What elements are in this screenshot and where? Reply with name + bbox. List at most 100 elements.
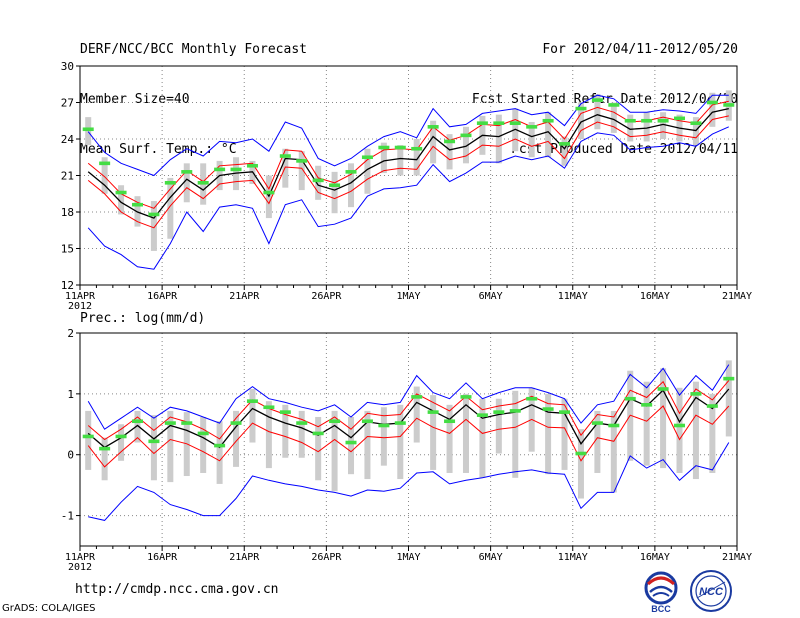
- temp-range-bar: [348, 163, 355, 208]
- temp-observed-mark: [723, 103, 735, 107]
- prec-range-bar: [545, 393, 552, 475]
- prec-observed-mark: [706, 404, 718, 408]
- temp-observed-mark: [361, 155, 373, 160]
- temp-ytick-label: 15: [61, 243, 74, 256]
- prec-range-bar: [479, 398, 486, 478]
- prec-observed-mark: [329, 419, 341, 424]
- prec-observed-mark: [345, 440, 357, 445]
- prec-observed-mark: [214, 443, 226, 448]
- prec-range-bar: [495, 398, 502, 454]
- temp-observed-mark: [99, 161, 111, 166]
- prec-range-bar: [364, 410, 371, 480]
- prec-range-bar: [216, 421, 223, 484]
- prec-range-bar: [298, 410, 305, 458]
- prec-observed-mark: [657, 387, 669, 391]
- temp-inner-spread-lower-line: [87, 115, 729, 229]
- prec-ytick-label: 1: [67, 388, 74, 401]
- prec-range-bar: [348, 416, 355, 475]
- temp-observed-mark: [115, 190, 127, 195]
- temp-observed-mark: [509, 121, 521, 125]
- temp-range-bar: [183, 163, 190, 203]
- temp-range-bar: [430, 120, 437, 164]
- prec-xtick-label: 26APR: [311, 552, 342, 563]
- temp-range-bar: [298, 151, 305, 191]
- bcc-logo: BCC: [644, 571, 678, 614]
- prec-range-bar: [249, 388, 256, 443]
- temp-xtick-label: 16MAY: [640, 291, 670, 302]
- header-period: For 2012/04/11-2012/05/20: [542, 42, 738, 57]
- prec-observed-mark: [131, 419, 143, 424]
- temp-observed-mark: [706, 100, 718, 105]
- prec-range-bar: [233, 410, 240, 467]
- temp-observed-mark: [427, 125, 439, 129]
- prec-range-bar: [692, 381, 699, 480]
- prec-observed-mark: [296, 421, 308, 425]
- temp-outer-envelope-lower-line: [87, 126, 730, 270]
- prec-observed-mark: [361, 419, 373, 424]
- prec-observed-mark: [164, 421, 176, 425]
- ncc-logo: NCC: [690, 570, 732, 612]
- temp-observed-mark: [476, 121, 488, 125]
- prec-observed-mark: [608, 423, 620, 428]
- temp-observed-mark: [493, 121, 505, 125]
- temp-xtick-label: 16APR: [147, 291, 178, 302]
- temp-observed-mark: [657, 118, 669, 123]
- prec-observed-mark: [197, 431, 209, 436]
- prec-observed-mark: [99, 446, 111, 451]
- temp-ytick-label: 24: [61, 133, 75, 146]
- temp-range-bar: [577, 102, 584, 139]
- prec-observed-mark: [394, 421, 406, 425]
- temp-range-bar: [561, 136, 568, 166]
- temp-observed-mark: [591, 98, 603, 102]
- temp-xtick-label: 11MAY: [558, 291, 588, 302]
- temp-observed-mark: [690, 121, 702, 125]
- prec-panel: -1 0 1 2 11APR 16APR 21APR 26APR 1MAY 6MAY 11MAY 16…: [61, 311, 752, 573]
- prec-ensemble-mean-line: [87, 388, 730, 449]
- prec-observed-mark: [148, 439, 160, 444]
- temp-ensemble-mean-line: [87, 107, 729, 219]
- temp-xtick-label: 21APR: [229, 291, 260, 302]
- prec-observed-mark: [624, 396, 636, 401]
- prec-observed-mark: [246, 399, 258, 403]
- temp-xtick-label: 26APR: [311, 291, 342, 302]
- prec-range-bar: [167, 410, 174, 483]
- prec-observed-mark: [82, 434, 94, 439]
- prec-observed-mark: [476, 413, 488, 417]
- prec-xtick-label: 11MAY: [558, 552, 588, 563]
- temp-observed-mark: [197, 181, 209, 185]
- temp-range-bar: [709, 92, 716, 127]
- header-title: DERF/NCC/BCC Monthly Forecast: [80, 42, 307, 57]
- prec-observed-mark: [263, 405, 275, 410]
- temp-range-bar: [364, 148, 371, 194]
- temp-observed-mark: [329, 183, 341, 188]
- temp-range-bar: [528, 121, 535, 158]
- prec-range-bar: [660, 368, 667, 469]
- prec-observed-mark: [542, 407, 554, 411]
- temp-range-bar: [446, 134, 453, 170]
- temp-range-bar: [413, 139, 420, 176]
- temp-observed-mark: [608, 103, 620, 107]
- prec-observed-mark: [115, 434, 127, 439]
- temp-range-bar: [643, 112, 650, 142]
- prec-range-bar: [265, 401, 272, 469]
- prec-range-bar: [676, 387, 683, 473]
- prec-observed-mark: [460, 395, 472, 399]
- prec-observed-mark: [723, 376, 735, 381]
- temp-range-bar: [315, 165, 322, 200]
- temp-xtick-label: 11APR: [65, 291, 96, 302]
- prec-range-bar: [430, 395, 437, 470]
- prec-observed-mark: [575, 451, 587, 456]
- prec-range-bar: [561, 398, 568, 470]
- prec-xtick-label: 1MAY: [396, 552, 420, 563]
- temp-range-bar: [118, 185, 125, 215]
- prec-xtick-label: 16MAY: [640, 552, 670, 563]
- prec-range-bar: [462, 393, 469, 473]
- temp-observed-mark: [394, 145, 406, 150]
- temp-observed-mark: [411, 146, 423, 151]
- temp-range-bar: [627, 114, 634, 142]
- prec-outer-envelope-upper-line: [87, 364, 730, 430]
- prec-xtick-label: 6MAY: [479, 552, 503, 563]
- temp-observed-mark: [624, 118, 636, 123]
- temp-observed-mark: [148, 212, 160, 217]
- temp-ytick-label: 18: [61, 206, 74, 219]
